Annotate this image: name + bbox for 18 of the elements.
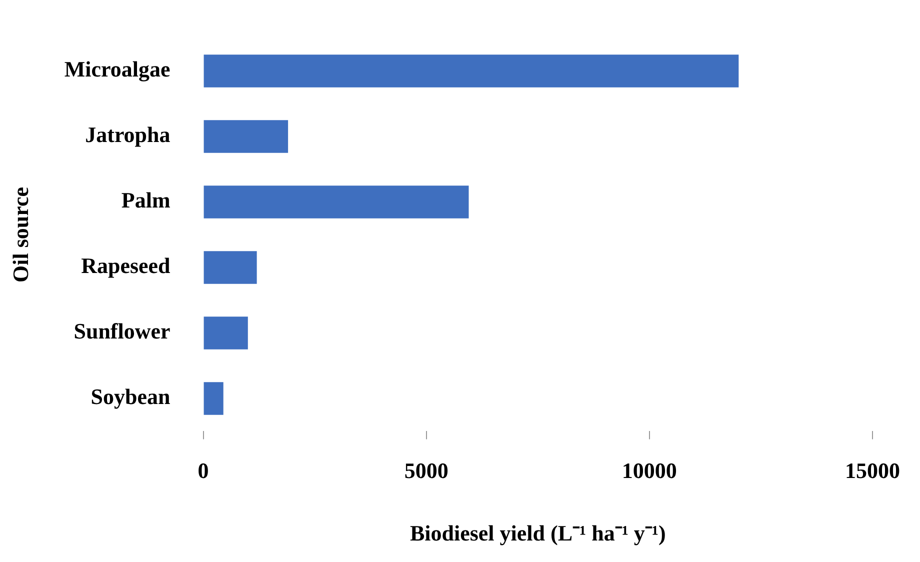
x-tick-label: 15000 (845, 458, 900, 484)
bar (204, 316, 248, 350)
y-tick-label: Sunflower (74, 318, 171, 344)
bar (204, 251, 257, 284)
y-tick-label: Jatropha (85, 122, 170, 148)
bar (204, 120, 288, 153)
y-tick-label: Soybean (90, 384, 170, 410)
x-tick-label: 5000 (404, 458, 448, 484)
x-tick-label: 0 (198, 458, 209, 484)
x-axis-title: Biodiesel yield (L⁻¹ ha⁻¹ y⁻¹) (410, 520, 666, 546)
bar (204, 54, 739, 88)
y-tick-label: Rapeseed (81, 253, 170, 278)
y-tick-label: Microalgae (64, 56, 171, 82)
y-axis-title: Oil source (8, 186, 33, 282)
y-tick-label: Palm (121, 188, 170, 213)
bar (204, 186, 469, 218)
bar (204, 382, 224, 415)
x-tick-label: 10000 (622, 458, 677, 484)
